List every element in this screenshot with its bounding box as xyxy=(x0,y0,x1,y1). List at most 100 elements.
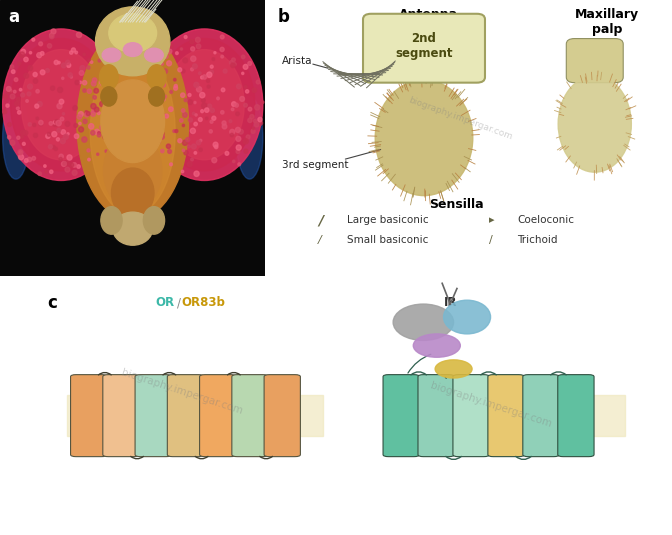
Circle shape xyxy=(79,35,81,39)
Ellipse shape xyxy=(22,50,101,160)
Circle shape xyxy=(210,65,213,68)
Circle shape xyxy=(187,145,190,148)
Circle shape xyxy=(13,90,16,93)
Circle shape xyxy=(214,145,218,149)
FancyBboxPatch shape xyxy=(103,374,139,457)
Circle shape xyxy=(24,158,28,163)
Circle shape xyxy=(179,119,183,122)
Circle shape xyxy=(188,118,192,122)
Bar xyxy=(67,395,323,437)
Circle shape xyxy=(149,76,153,80)
Circle shape xyxy=(167,49,172,54)
Circle shape xyxy=(225,151,228,155)
Circle shape xyxy=(212,58,214,60)
Circle shape xyxy=(181,69,185,73)
Circle shape xyxy=(158,86,161,88)
Circle shape xyxy=(201,76,204,79)
Text: 3rd segment: 3rd segment xyxy=(282,160,348,170)
Circle shape xyxy=(192,144,196,149)
Ellipse shape xyxy=(102,48,121,62)
Circle shape xyxy=(221,55,224,58)
Circle shape xyxy=(222,121,226,125)
Circle shape xyxy=(69,163,74,167)
FancyBboxPatch shape xyxy=(71,374,107,457)
Circle shape xyxy=(72,163,77,167)
Circle shape xyxy=(229,60,233,65)
Circle shape xyxy=(66,60,70,65)
Ellipse shape xyxy=(435,360,472,378)
Circle shape xyxy=(3,110,7,114)
Circle shape xyxy=(50,33,54,37)
Circle shape xyxy=(238,163,241,166)
Circle shape xyxy=(258,121,263,125)
Circle shape xyxy=(21,130,25,135)
Circle shape xyxy=(24,131,28,135)
Circle shape xyxy=(101,83,103,86)
Circle shape xyxy=(165,114,169,118)
Circle shape xyxy=(251,129,255,133)
Circle shape xyxy=(185,137,190,142)
Circle shape xyxy=(248,108,252,111)
Circle shape xyxy=(207,72,212,78)
Circle shape xyxy=(52,132,57,137)
Circle shape xyxy=(74,124,78,127)
Circle shape xyxy=(230,129,235,134)
Ellipse shape xyxy=(413,334,460,357)
Circle shape xyxy=(248,118,252,123)
Text: biography.impergar.com: biography.impergar.com xyxy=(120,368,243,417)
Circle shape xyxy=(212,158,217,163)
Circle shape xyxy=(183,58,187,63)
Circle shape xyxy=(11,70,15,73)
Text: c: c xyxy=(47,294,57,312)
Circle shape xyxy=(244,103,247,107)
Circle shape xyxy=(54,147,57,150)
Text: Trichoid: Trichoid xyxy=(517,235,558,244)
Circle shape xyxy=(237,84,241,89)
Circle shape xyxy=(77,32,82,37)
Circle shape xyxy=(110,111,112,114)
Circle shape xyxy=(97,132,100,134)
Circle shape xyxy=(157,140,161,143)
Circle shape xyxy=(97,153,99,155)
Circle shape xyxy=(162,114,166,118)
FancyBboxPatch shape xyxy=(363,14,485,82)
Circle shape xyxy=(168,149,171,154)
Circle shape xyxy=(87,89,91,94)
Circle shape xyxy=(67,63,71,67)
Circle shape xyxy=(67,133,69,135)
FancyBboxPatch shape xyxy=(488,374,524,457)
Circle shape xyxy=(202,103,207,109)
Circle shape xyxy=(54,60,58,65)
Circle shape xyxy=(232,58,235,62)
Circle shape xyxy=(79,81,81,83)
Circle shape xyxy=(152,74,155,77)
Circle shape xyxy=(6,104,9,107)
Circle shape xyxy=(178,139,182,143)
Circle shape xyxy=(169,163,173,166)
Circle shape xyxy=(169,107,173,111)
Circle shape xyxy=(202,98,205,102)
Circle shape xyxy=(61,129,66,134)
Circle shape xyxy=(190,40,194,44)
Text: ▸: ▸ xyxy=(489,216,495,225)
Circle shape xyxy=(28,66,33,71)
Text: Arista: Arista xyxy=(282,56,312,66)
Circle shape xyxy=(209,129,212,133)
Circle shape xyxy=(79,122,81,125)
Circle shape xyxy=(181,109,185,112)
Text: /: / xyxy=(177,296,181,309)
Circle shape xyxy=(188,100,192,104)
Circle shape xyxy=(198,118,202,121)
Circle shape xyxy=(17,97,20,101)
Text: Sensilla: Sensilla xyxy=(429,198,484,211)
Circle shape xyxy=(232,102,236,106)
Circle shape xyxy=(108,80,110,82)
Circle shape xyxy=(92,78,97,82)
Circle shape xyxy=(40,51,44,55)
Circle shape xyxy=(6,87,11,91)
Ellipse shape xyxy=(237,96,263,179)
Circle shape xyxy=(236,136,241,141)
Circle shape xyxy=(49,121,52,125)
Circle shape xyxy=(95,129,99,135)
Circle shape xyxy=(106,69,111,74)
